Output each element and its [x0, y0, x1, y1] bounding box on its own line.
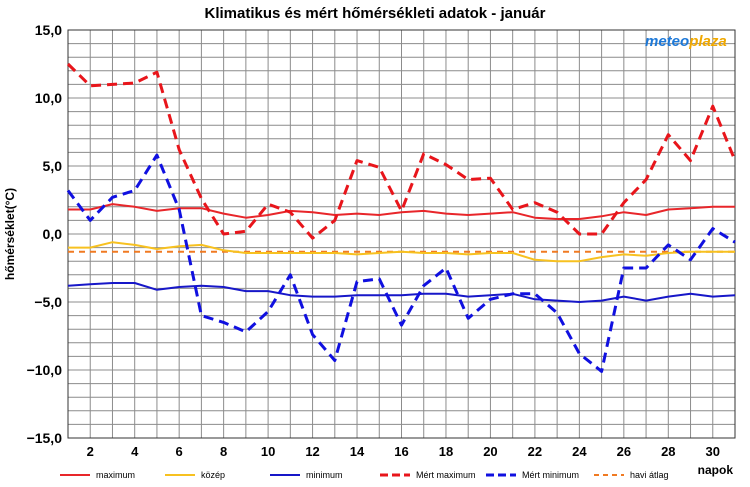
grid [67, 29, 736, 439]
y-tick-label: −5,0 [34, 294, 62, 310]
logo: meteoplaza [645, 33, 727, 50]
x-tick-label: 26 [617, 444, 631, 459]
legend-label: közép [201, 470, 225, 480]
y-tick-label: 5,0 [43, 158, 63, 174]
x-axis-ticks: 2 4 6 8 10 12 14 16 18 20 22 24 26 28 30 [87, 444, 720, 459]
legend-label: maximum [96, 470, 135, 480]
x-tick-label: 18 [439, 444, 453, 459]
y-axis-label: hőmérséklet(°C) [3, 188, 17, 280]
x-tick-label: 22 [528, 444, 542, 459]
y-tick-label: −10,0 [27, 362, 63, 378]
chart-title: Klimatikus és mért hőmérsékleti adatok -… [205, 5, 546, 22]
legend-label: Mért minimum [522, 470, 579, 480]
y-tick-label: −15,0 [27, 430, 63, 446]
x-tick-label: 4 [131, 444, 139, 459]
series-line [68, 241, 735, 263]
x-tick-label: 8 [220, 444, 227, 459]
legend: maximum közép minimum Mért maximum Mért mini… [60, 470, 669, 480]
series-line [68, 203, 735, 220]
x-axis-label: napok [698, 463, 734, 477]
logo-part-2: plaza [688, 33, 727, 50]
x-tick-label: 20 [483, 444, 497, 459]
plot-frame [67, 29, 736, 439]
x-tick-label: 30 [706, 444, 720, 459]
legend-label: havi átlag [630, 470, 669, 480]
x-tick-label: 28 [661, 444, 675, 459]
y-tick-label: 10,0 [35, 90, 62, 106]
x-tick-label: 24 [572, 444, 587, 459]
y-tick-label: 15,0 [35, 22, 62, 38]
x-tick-label: 6 [176, 444, 183, 459]
series-line [66, 62, 737, 240]
x-tick-label: 14 [350, 444, 365, 459]
series-line [67, 282, 736, 303]
logo-part-1: meteo [645, 33, 689, 50]
y-tick-label: 0,0 [43, 226, 63, 242]
x-tick-label: 12 [305, 444, 319, 459]
x-tick-label: 2 [87, 444, 94, 459]
x-tick-label: 10 [261, 444, 275, 459]
series-layer [66, 62, 737, 373]
series-line [66, 153, 736, 373]
x-tick-label: 16 [394, 444, 408, 459]
legend-label: Mért maximum [416, 470, 476, 480]
legend-label: minimum [306, 470, 343, 480]
y-axis-ticks: 15,0 10,0 5,0 0,0 −5,0 −10,0 −15,0 [27, 22, 63, 446]
